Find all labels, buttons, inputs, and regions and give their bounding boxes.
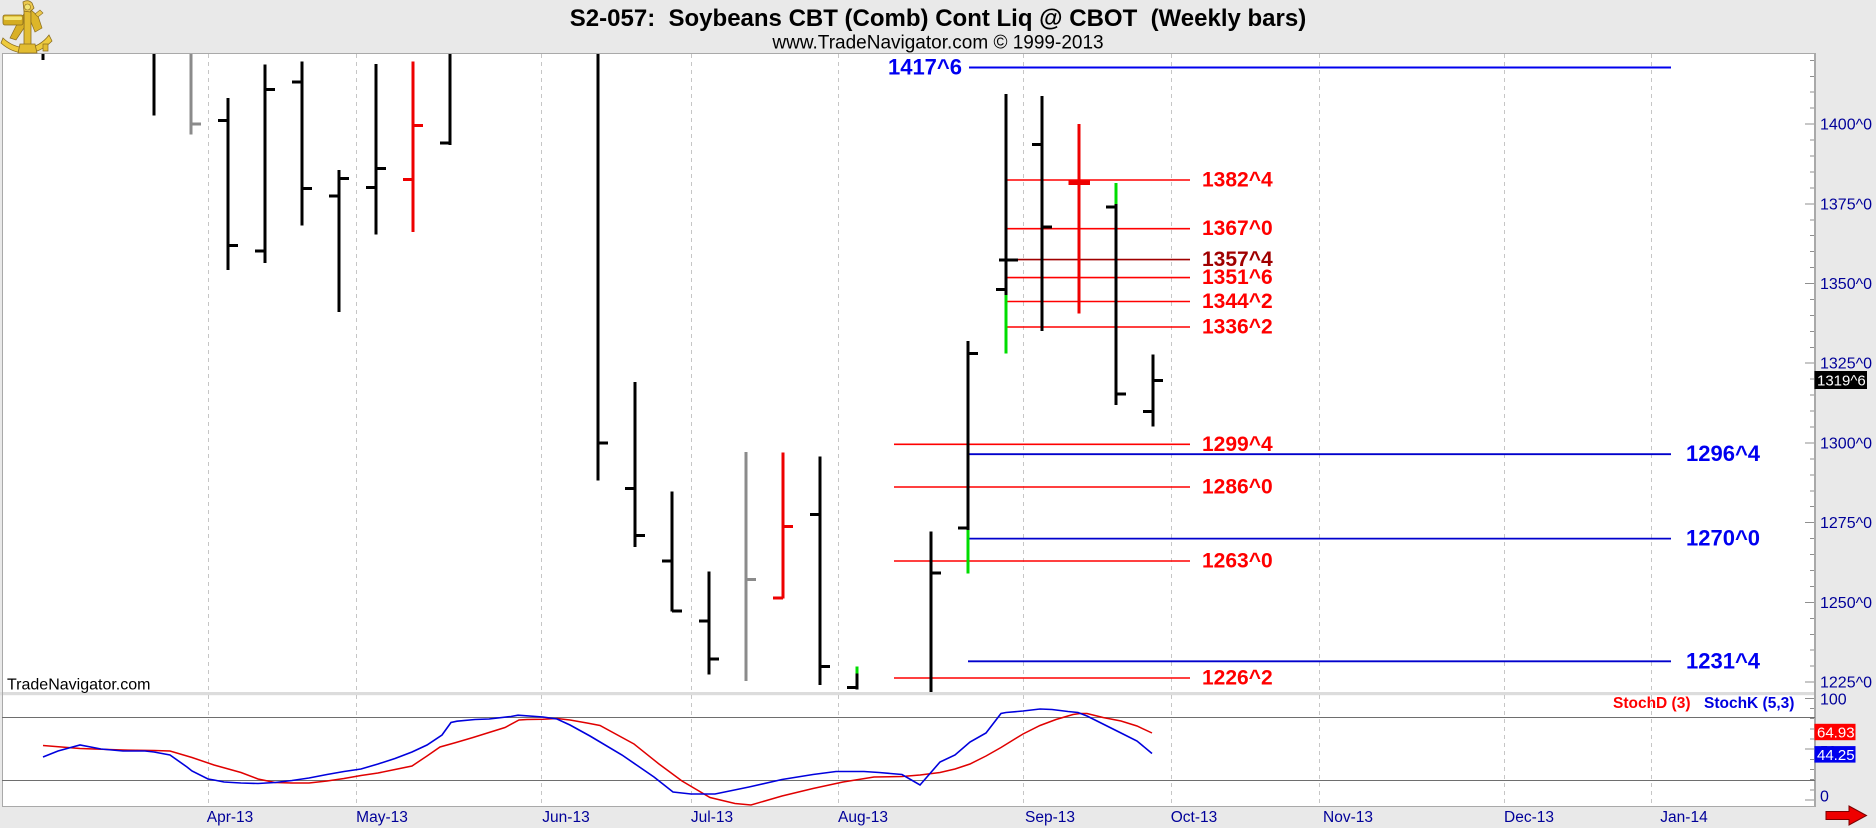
svg-text:StochK (5,3): StochK (5,3) (1704, 695, 1794, 712)
svg-text:1375^0: 1375^0 (1820, 196, 1872, 213)
svg-text:1296^4: 1296^4 (1686, 441, 1761, 466)
svg-text:1367^0: 1367^0 (1202, 217, 1273, 240)
svg-text:1325^0: 1325^0 (1820, 356, 1872, 373)
svg-text:1225^0: 1225^0 (1820, 675, 1872, 692)
svg-text:64.93: 64.93 (1817, 724, 1855, 741)
svg-text:StochD (3): StochD (3) (1613, 695, 1691, 712)
svg-text:S2-057: Soybeans CBT (Comb) C: S2-057: Soybeans CBT (Comb) Cont Liq @ C… (570, 5, 1306, 32)
svg-text:1231^4: 1231^4 (1686, 648, 1761, 673)
svg-text:TradeNavigator.com: TradeNavigator.com (7, 677, 150, 694)
svg-text:1382^4: 1382^4 (1202, 169, 1273, 192)
svg-text:1417^6: 1417^6 (888, 55, 962, 80)
svg-text:Dec-13: Dec-13 (1504, 809, 1554, 826)
svg-text:1344^2: 1344^2 (1202, 290, 1273, 313)
svg-text:44.25: 44.25 (1817, 747, 1855, 764)
svg-text:Jul-13: Jul-13 (691, 809, 733, 826)
svg-text:1275^0: 1275^0 (1820, 515, 1872, 532)
svg-text:1336^2: 1336^2 (1202, 316, 1273, 339)
svg-text:1350^0: 1350^0 (1820, 276, 1872, 293)
svg-text:1319^6: 1319^6 (1817, 373, 1866, 390)
svg-text:Apr-13: Apr-13 (207, 809, 254, 826)
svg-text:0: 0 (1820, 789, 1829, 806)
svg-text:Nov-13: Nov-13 (1323, 809, 1373, 826)
svg-text:1226^2: 1226^2 (1202, 667, 1273, 690)
svg-text:1270^0: 1270^0 (1686, 526, 1760, 551)
svg-text:Aug-13: Aug-13 (838, 809, 888, 826)
svg-text:Oct-13: Oct-13 (1171, 809, 1218, 826)
svg-text:1351^6: 1351^6 (1202, 266, 1273, 289)
svg-text:Sep-13: Sep-13 (1025, 809, 1075, 826)
svg-text:1299^4: 1299^4 (1202, 433, 1273, 456)
svg-text:1357^4: 1357^4 (1202, 248, 1273, 271)
svg-text:1286^0: 1286^0 (1202, 476, 1273, 499)
svg-text:1263^0: 1263^0 (1202, 550, 1273, 573)
svg-text:www.TradeNavigator.com © 1999-: www.TradeNavigator.com © 1999-2013 (771, 33, 1103, 54)
svg-text:100: 100 (1820, 692, 1847, 709)
svg-text:1300^0: 1300^0 (1820, 436, 1872, 453)
svg-text:1400^0: 1400^0 (1820, 117, 1872, 134)
svg-text:Jan-14: Jan-14 (1660, 809, 1708, 826)
svg-text:May-13: May-13 (356, 809, 408, 826)
svg-text:Jun-13: Jun-13 (542, 809, 589, 826)
svg-text:1250^0: 1250^0 (1820, 595, 1872, 612)
